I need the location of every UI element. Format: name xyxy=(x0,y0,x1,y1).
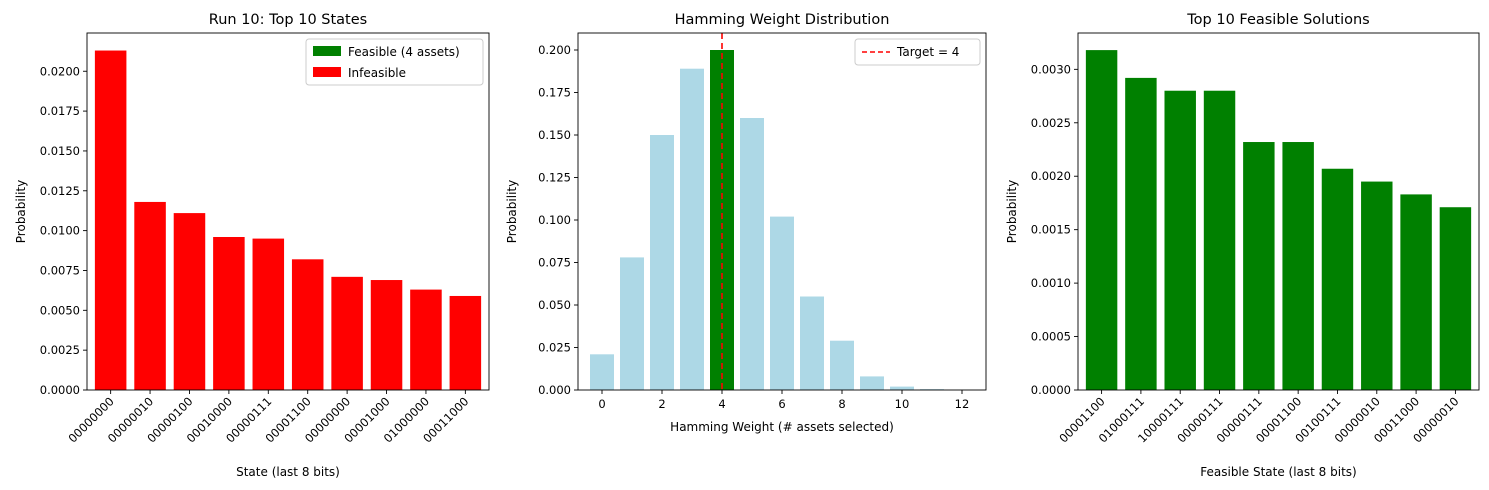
chart-title: Run 10: Top 10 States xyxy=(209,12,367,28)
y-tick-label: 0.025 xyxy=(538,341,571,355)
bar xyxy=(770,216,794,390)
bar xyxy=(1203,90,1236,390)
x-tick-label: 8 xyxy=(838,397,845,411)
y-ticks: 0.0000 0.0005 0.0010 0.0015 0.0020 0.0025 0.00… xyxy=(1031,62,1078,397)
plot-frame xyxy=(577,32,987,391)
bars xyxy=(1085,50,1472,390)
bar xyxy=(370,280,403,390)
y-tick-label: 0.0015 xyxy=(1031,223,1071,237)
bar xyxy=(1439,207,1472,390)
legend-label-target: Target = 4 xyxy=(896,45,959,59)
panel-feasible-solutions: Top 10 Feasible Solutions 0.00000.00050.… xyxy=(1005,12,1480,479)
y-tick-label: 0.200 xyxy=(538,43,571,57)
panel-top-states: Run 10: Top 10 States 0.0000 0.0025 0.0050… xyxy=(14,12,490,479)
y-tick-label: 0.100 xyxy=(538,213,571,227)
chart-title: Top 10 Feasible Solutions xyxy=(1186,12,1369,28)
x-axis-label: Feasible State (last 8 bits) xyxy=(1200,465,1356,479)
x-tick-label: 0 xyxy=(598,397,605,411)
bar xyxy=(620,257,644,390)
x-tick-label: 2 xyxy=(658,397,665,411)
y-tick-label: 0.125 xyxy=(538,171,571,185)
bars xyxy=(94,50,482,390)
y-axis-label: Probability xyxy=(505,180,519,243)
bar xyxy=(890,386,914,390)
plot-frame xyxy=(86,32,490,391)
y-tick-label: 0.175 xyxy=(538,86,571,100)
y-tick-label: 0.150 xyxy=(538,128,571,142)
bar xyxy=(740,118,764,390)
y-tick-label: 0.0000 xyxy=(40,383,80,397)
y-tick-label: 0.0020 xyxy=(1031,169,1071,183)
bar xyxy=(410,289,442,390)
bar xyxy=(1361,181,1393,390)
bar xyxy=(680,68,704,390)
bar xyxy=(800,296,824,390)
x-axis-label: Hamming Weight (# assets selected) xyxy=(670,420,894,434)
bar xyxy=(134,201,166,390)
x-tick-label: 4 xyxy=(718,397,725,411)
bar xyxy=(830,340,854,390)
y-tick-label: 0.0125 xyxy=(40,184,80,198)
y-tick-label: 0.0050 xyxy=(40,303,80,317)
y-tick-label: 0.0175 xyxy=(40,104,80,118)
y-tick-label: 0.0200 xyxy=(40,64,80,78)
legend-box xyxy=(854,38,981,66)
y-ticks: 0.000 0.025 0.050 0.075 0.100 0.125 0.150 0.175… xyxy=(538,43,578,397)
bar xyxy=(213,237,245,390)
chart-title: Hamming Weight Distribution xyxy=(675,12,890,28)
x-ticks: 0000110001000111100001110000011100000111… xyxy=(1056,390,1462,446)
y-tick-label: 0.0000 xyxy=(1031,383,1071,397)
y-tick-label: 0.0025 xyxy=(1031,116,1071,130)
bar xyxy=(1321,168,1354,390)
bar xyxy=(1243,142,1275,390)
legend: Feasible (4 assets) Infeasible xyxy=(305,38,484,86)
bar xyxy=(1164,90,1196,390)
legend-label-feasible: Feasible (4 assets) xyxy=(348,45,460,59)
panel-hamming-weight: Hamming Weight Distribution 0.0000.0250.… xyxy=(505,12,987,434)
y-tick-label: 0.075 xyxy=(538,256,571,270)
bar xyxy=(1125,77,1157,390)
y-tick-label: 0.050 xyxy=(538,298,571,312)
y-ticks: 0.0000 0.0025 0.0050 0.0075 0.0100 0.0125 0.01… xyxy=(40,64,87,397)
legend-swatch-feasible xyxy=(313,46,341,56)
y-tick-label: 0.0030 xyxy=(1031,62,1071,76)
y-tick-label: 0.0100 xyxy=(40,224,80,238)
x-tick-label: 10 xyxy=(895,397,910,411)
bar xyxy=(291,259,324,390)
legend-box xyxy=(305,38,484,86)
bar xyxy=(449,295,482,390)
legend-label-infeasible: Infeasible xyxy=(348,66,406,80)
bar xyxy=(590,354,614,390)
x-ticks: 0 2 4 6 8 10 12 xyxy=(598,390,969,411)
y-tick-label: 0.0150 xyxy=(40,144,80,158)
y-axis-label: Probability xyxy=(14,180,28,243)
legend: Target = 4 xyxy=(854,38,981,66)
x-axis-label: State (last 8 bits) xyxy=(236,465,340,479)
bar xyxy=(173,213,206,390)
y-tick-label: 0.0010 xyxy=(1031,276,1071,290)
y-tick-label: 0.000 xyxy=(538,383,571,397)
plot-frame xyxy=(1077,32,1480,391)
y-tick-label: 0.0025 xyxy=(40,343,80,357)
x-tick-label: 6 xyxy=(778,397,785,411)
bar xyxy=(1282,142,1314,390)
y-tick-label: 0.0005 xyxy=(1031,330,1071,344)
bar xyxy=(252,238,285,390)
bar xyxy=(860,376,884,390)
bars xyxy=(590,50,974,390)
bar xyxy=(94,50,127,390)
x-ticks: 0000000000000010000001000001000000000111… xyxy=(65,390,471,446)
x-tick-label: 12 xyxy=(955,397,970,411)
legend-swatch-infeasible xyxy=(313,67,341,77)
y-tick-label: 0.0075 xyxy=(40,263,80,277)
y-axis-label: Probability xyxy=(1005,180,1019,243)
bar xyxy=(1400,194,1432,390)
bar xyxy=(650,135,674,390)
bar xyxy=(331,276,363,390)
bar xyxy=(1085,50,1118,390)
